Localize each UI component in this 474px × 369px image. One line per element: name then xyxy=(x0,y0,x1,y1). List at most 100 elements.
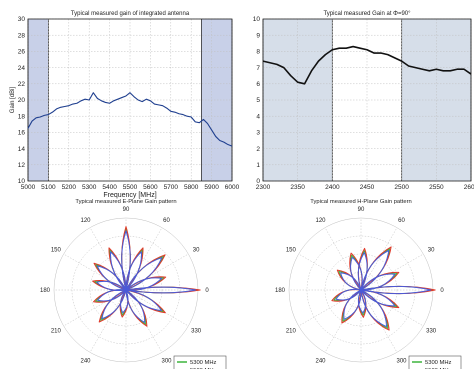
pattern-lobe xyxy=(350,256,363,291)
x-axis-label: Frequency [MHz] xyxy=(103,192,156,199)
polar-spoke xyxy=(89,227,127,291)
polar-angle-label: 150 xyxy=(51,248,62,254)
y-tick-label: 28 xyxy=(18,32,26,39)
y-tick-label: 3 xyxy=(256,130,260,137)
pattern-lobe xyxy=(343,289,362,320)
polar-spoke xyxy=(360,227,398,291)
x-tick-label: 5500 xyxy=(123,184,138,191)
polar-spoke xyxy=(125,289,189,327)
plot-frame xyxy=(262,18,472,182)
polar-spoke xyxy=(125,253,189,291)
x-tick-label: 2500 xyxy=(394,184,409,191)
polar-angle-label: 60 xyxy=(398,218,405,224)
y-tick-label: 7 xyxy=(256,65,260,72)
pattern-lobe xyxy=(360,273,396,291)
polar-angle-label: 120 xyxy=(80,218,91,224)
polar-angle-label: 300 xyxy=(396,358,407,364)
pattern-lobe xyxy=(125,289,162,311)
pattern-lobe xyxy=(357,289,367,314)
x-tick-label: 6000 xyxy=(225,184,240,191)
polar-spoke xyxy=(89,289,127,353)
x-tick-label: 5400 xyxy=(102,184,117,191)
polar-spoke xyxy=(298,253,362,291)
pattern-lobe xyxy=(340,272,362,291)
pattern-lobe xyxy=(335,288,362,301)
polar-spoke xyxy=(125,289,163,353)
y-tick-label: 1 xyxy=(256,162,260,169)
pattern-lobe xyxy=(360,285,432,295)
x-tick-label: 5200 xyxy=(62,184,77,191)
legend-box xyxy=(408,355,462,369)
line-chart-1 xyxy=(27,18,233,182)
polar-angle-label: 300 xyxy=(161,358,172,364)
polar-angle-label: 180 xyxy=(40,288,51,294)
y-tick-label: 0 xyxy=(256,178,260,185)
data-series-line xyxy=(27,92,233,147)
polar-angle-label: 150 xyxy=(286,248,297,254)
line-chart-2 xyxy=(262,18,472,182)
x-tick-label: 5700 xyxy=(164,184,179,191)
polar-title: Typical measured H-Plane Gain pattern xyxy=(310,199,412,205)
y-tick-label: 2 xyxy=(256,146,260,153)
pattern-lobe xyxy=(357,252,368,291)
polar-angle-label: 180 xyxy=(275,288,286,294)
polar-angle-label: 330 xyxy=(426,329,437,335)
x-tick-label: 2400 xyxy=(325,184,340,191)
polar-angle-label: 120 xyxy=(315,218,326,224)
y-tick-label: 24 xyxy=(18,65,26,72)
legend-entry: 5300 MHz xyxy=(425,360,452,366)
pattern-lobe xyxy=(125,254,166,291)
pattern-lobe xyxy=(96,265,127,291)
y-tick-label: 30 xyxy=(18,16,26,23)
pattern-lobe xyxy=(360,289,396,307)
y-tick-label: 8 xyxy=(256,49,260,56)
legend-entry: 5300 MHz xyxy=(190,360,217,366)
x-tick-label: 5600 xyxy=(143,184,158,191)
pattern-lobe xyxy=(121,230,131,291)
polar-chart-3 xyxy=(53,217,227,369)
pattern-lobe xyxy=(125,289,146,323)
x-tick-label: 5100 xyxy=(41,184,56,191)
x-tick-label: 5800 xyxy=(184,184,199,191)
polar-angle-label: 210 xyxy=(51,329,62,335)
x-tick-label: 5000 xyxy=(21,184,36,191)
y-tick-label: 12 xyxy=(18,162,26,169)
polar-angle-label: 90 xyxy=(358,207,365,213)
polar-spoke xyxy=(298,289,362,327)
pattern-lobe xyxy=(338,271,362,291)
data-series-line xyxy=(262,45,472,85)
y-tick-label: 22 xyxy=(18,81,26,88)
x-tick-label: 2350 xyxy=(290,184,305,191)
x-tick-label: 5900 xyxy=(204,184,219,191)
y-tick-label: 26 xyxy=(18,49,26,56)
x-tick-label: 2450 xyxy=(360,184,375,191)
polar-angle-label: 210 xyxy=(286,329,297,335)
polar-angle-label: 240 xyxy=(315,358,326,364)
pattern-lobe xyxy=(125,251,142,291)
pattern-lobe xyxy=(110,251,127,291)
polar-angle-label: 240 xyxy=(80,358,91,364)
y-tick-label: 20 xyxy=(18,97,26,104)
polar-spoke xyxy=(360,253,424,291)
pattern-lobe xyxy=(101,289,127,320)
polar-spoke xyxy=(360,289,398,353)
y-tick-label: 6 xyxy=(256,81,260,88)
y-tick-label: 14 xyxy=(18,146,26,153)
polar-title: Typical measured E-Plane Gain pattern xyxy=(75,199,176,205)
polar-angle-label: 30 xyxy=(428,248,435,254)
chart-title: Typical measured Gain at Φ=90° xyxy=(323,11,411,17)
polar-angle-label: 0 xyxy=(205,288,209,294)
polar-angle-label: 330 xyxy=(191,329,202,335)
y-tick-label: 10 xyxy=(18,178,26,185)
polar-angle-label: 90 xyxy=(123,207,130,213)
pattern-lobe xyxy=(125,277,163,291)
pattern-lobe xyxy=(360,289,388,328)
y-tick-label: 4 xyxy=(256,113,260,120)
pattern-lobe xyxy=(120,289,129,314)
pattern-lobe xyxy=(360,250,390,291)
y-tick-label: 10 xyxy=(253,16,261,23)
polar-angle-label: 0 xyxy=(440,288,444,294)
polar-spoke xyxy=(360,289,424,327)
